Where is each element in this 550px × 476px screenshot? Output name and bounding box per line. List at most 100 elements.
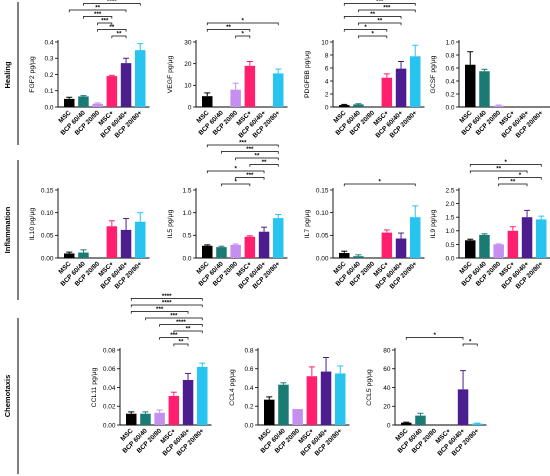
y-tick-label: 0.05 (41, 233, 54, 240)
y-tick-label: 0.00 (103, 422, 116, 429)
significance-stars: *** (376, 0, 384, 5)
significance-stars: *** (246, 172, 254, 179)
bar (465, 240, 476, 258)
bar (479, 234, 490, 258)
section-label-healing: Healing (3, 61, 12, 89)
significance-bracket (145, 317, 203, 321)
significance-stars: *** (383, 4, 391, 11)
bar (168, 395, 180, 425)
significance-bracket (358, 9, 416, 13)
bar (120, 229, 132, 258)
significance-stars: * (371, 30, 374, 37)
bar (202, 96, 213, 107)
bar (410, 56, 421, 107)
significance-stars: * (519, 172, 522, 179)
significance-bracket (111, 35, 127, 39)
significance-stars: **** (107, 0, 117, 5)
significance-stars: *** (156, 306, 164, 313)
y-axis-label: PDGFBB pg/μg (304, 51, 311, 98)
y-axis-label: IL7 pg/μg (304, 210, 311, 239)
bar (292, 409, 303, 425)
y-tick-label: 10 (184, 83, 192, 90)
y-tick-label: 8 (325, 52, 329, 59)
y-tick-label: 0.2 (244, 404, 253, 411)
bar (135, 221, 146, 258)
significance-stars: ** (95, 4, 100, 11)
y-axis-label: IL9 pg/μg (430, 210, 437, 239)
y-tick-label: 20 (184, 61, 192, 68)
y-axis-label: CCL4 pg/μg (229, 369, 236, 406)
y-tick-label: 0.4 (445, 78, 454, 85)
significance-bracket (97, 22, 113, 26)
significance-bracket (358, 35, 388, 39)
y-tick-label: 0 (387, 422, 391, 429)
y-tick-label: 1.0 (182, 210, 191, 217)
y-tick-label: 0.00 (41, 255, 54, 262)
bar (479, 71, 490, 107)
significance-stars: * (234, 178, 237, 185)
bar (381, 232, 393, 258)
bar (230, 244, 241, 258)
significance-bracket (462, 343, 478, 347)
y-tick-label: 0.4 (44, 39, 53, 46)
significance-stars: ** (377, 17, 382, 24)
y-tick-label: 0.00 (316, 255, 329, 262)
bar (64, 253, 75, 258)
y-tick-label: 0.2 (445, 91, 454, 98)
bar (353, 104, 364, 107)
bar (273, 73, 284, 107)
bar (230, 89, 241, 107)
y-tick-label: 0.02 (103, 404, 116, 411)
bar (410, 217, 421, 258)
y-tick-label: 0 (188, 104, 192, 111)
significance-bracket (469, 164, 542, 167)
y-tick-label: 0.3 (44, 56, 53, 63)
significance-stars: **** (162, 293, 172, 300)
y-tick-label: 6 (325, 65, 329, 72)
bar (264, 399, 275, 425)
significance-bracket (130, 298, 203, 301)
significance-stars: *** (170, 332, 178, 339)
bar (140, 413, 151, 425)
bar (493, 244, 504, 258)
significance-bracket (235, 177, 265, 180)
bar (335, 373, 346, 425)
significance-bracket (343, 3, 416, 6)
significance-bracket (343, 16, 402, 19)
significance-bracket (343, 183, 416, 187)
y-tick-label: 1.0 (445, 39, 454, 46)
bar (521, 217, 533, 258)
bar (536, 219, 547, 258)
bar (202, 245, 213, 258)
significance-stars: * (469, 338, 472, 345)
bar (154, 412, 165, 425)
significance-stars: ** (117, 30, 122, 37)
significance-stars: ** (226, 24, 231, 31)
y-tick-label: 0.6 (445, 65, 454, 72)
y-tick-label: 4 (325, 78, 329, 85)
significance-bracket (498, 177, 542, 180)
bar (78, 252, 89, 258)
significance-stars: * (242, 30, 245, 37)
significance-stars: *** (101, 17, 109, 24)
significance-stars: ** (179, 338, 184, 345)
bar (197, 366, 208, 425)
significance-bracket (221, 151, 279, 154)
bar (278, 384, 289, 425)
significance-bracket (221, 183, 251, 187)
bar (106, 76, 118, 107)
significance-stars: ** (262, 159, 267, 166)
y-tick-label: 1.5 (445, 215, 454, 222)
significance-bracket (159, 337, 189, 340)
bar (415, 415, 426, 425)
bar (493, 105, 504, 107)
y-axis-label: IL10 pg/μg (29, 208, 36, 240)
